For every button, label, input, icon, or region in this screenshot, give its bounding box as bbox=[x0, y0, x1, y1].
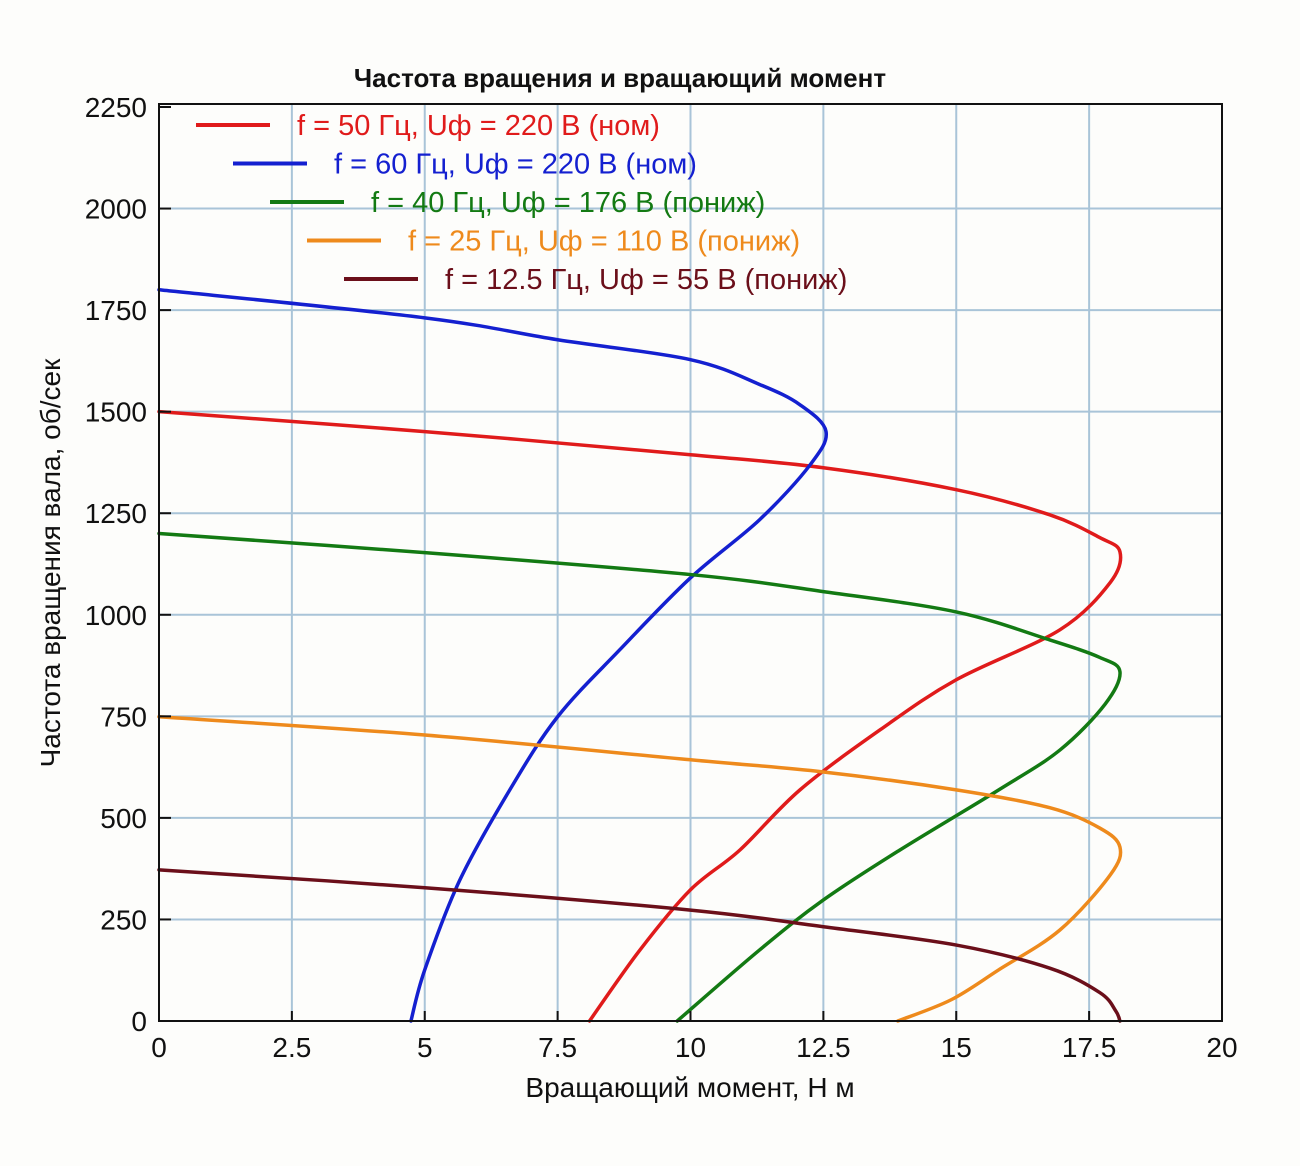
series-line-3 bbox=[157, 714, 1123, 1023]
x-tick-label: 5 bbox=[417, 1032, 433, 1063]
x-tick-label: 0 bbox=[151, 1032, 167, 1063]
x-tick-label: 12.5 bbox=[796, 1032, 851, 1063]
x-tick-label: 2.5 bbox=[272, 1032, 311, 1063]
y-tick-label: 250 bbox=[100, 904, 147, 935]
chart-title: Частота вращения и вращающий момент bbox=[354, 63, 886, 93]
y-tick-label: 2000 bbox=[85, 194, 147, 225]
x-tick-label: 10 bbox=[675, 1032, 706, 1063]
legend: f = 50 Гц, Uф = 220 В (ном) f = 60 Гц, Uф… bbox=[196, 110, 847, 296]
y-tick-label: 1250 bbox=[85, 498, 147, 529]
y-tick-label: 1750 bbox=[85, 295, 147, 326]
y-tick-label: 2250 bbox=[85, 92, 147, 123]
y-tick-label: 750 bbox=[100, 701, 147, 732]
series-line-2 bbox=[157, 531, 1122, 1023]
y-tick-label: 500 bbox=[100, 803, 147, 834]
y-tick-label: 1000 bbox=[85, 600, 147, 631]
x-tick-label: 15 bbox=[941, 1032, 972, 1063]
ticks: 0 2.5 5 7.5 10 12.5 15 17.5 20 0 250 500 750 1000 1250… bbox=[85, 92, 1238, 1063]
y-tick-label: 0 bbox=[131, 1006, 147, 1037]
curves bbox=[157, 288, 1123, 1023]
y-axis-label: Частота вращения вала, об/сек bbox=[35, 358, 66, 767]
grid bbox=[159, 104, 1222, 1021]
y-tick-label: 1500 bbox=[85, 397, 147, 428]
x-tick-label: 17.5 bbox=[1062, 1032, 1117, 1063]
series-line-4 bbox=[157, 868, 1122, 1023]
series-line-0 bbox=[157, 409, 1123, 1023]
legend-label: f = 40 Гц, Uф = 176 В (пониж) bbox=[371, 187, 765, 219]
legend-label: f = 12.5 Гц, Uф = 55 В (пониж) bbox=[445, 264, 847, 296]
x-tick-label: 7.5 bbox=[538, 1032, 577, 1063]
legend-label: f = 60 Гц, Uф = 220 В (ном) bbox=[334, 149, 697, 181]
series-line-1 bbox=[157, 288, 829, 1023]
legend-label: f = 50 Гц, Uф = 220 В (ном) bbox=[297, 110, 660, 142]
x-axis-label: Вращающий момент, Н м bbox=[525, 1072, 854, 1103]
x-tick-label: 20 bbox=[1206, 1032, 1237, 1063]
legend-label: f = 25 Гц, Uф = 110 В (пониж) bbox=[408, 226, 800, 258]
